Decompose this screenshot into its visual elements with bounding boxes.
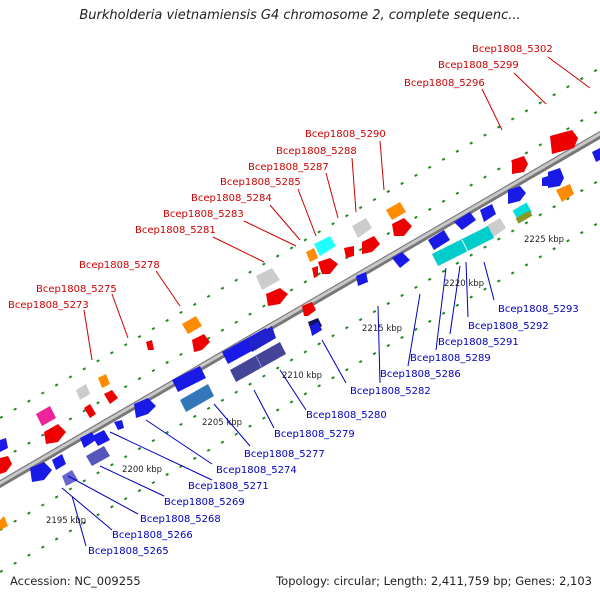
gene-label[interactable]: Bcep1808_5271 — [188, 481, 269, 492]
gene-blue[interactable] — [392, 252, 410, 268]
tick-label: 2210 kbp — [282, 371, 322, 381]
gene-label[interactable]: Bcep1808_5274 — [216, 465, 297, 476]
gene-cyan[interactable] — [432, 226, 494, 266]
gene-label[interactable]: Bcep1808_5290 — [305, 129, 386, 140]
gene-blue[interactable] — [80, 432, 96, 448]
gene-orange[interactable] — [98, 374, 110, 388]
gene-orange[interactable] — [556, 184, 574, 202]
accession-text: Accession: NC_009255 — [10, 574, 141, 588]
gene-blue[interactable] — [52, 454, 66, 470]
gene-red[interactable] — [104, 390, 118, 404]
tick-label: 2225 kbp — [524, 235, 564, 245]
tick-label: 2215 kbp — [362, 324, 402, 334]
gene-label[interactable]: Bcep1808_5269 — [164, 497, 245, 508]
gene-olive[interactable] — [515, 210, 533, 224]
gene-orange[interactable] — [0, 516, 8, 530]
gene-label[interactable]: Bcep1808_5280 — [306, 410, 387, 421]
bottom-label-leaders — [61, 261, 495, 547]
gene-label[interactable]: Bcep1808_5268 — [140, 514, 221, 525]
gene-blue[interactable] — [548, 168, 564, 188]
tick-label: 2220 kbp — [444, 279, 484, 289]
gene-blue[interactable] — [592, 148, 600, 162]
gene-blue[interactable] — [134, 398, 156, 418]
gene-slate[interactable] — [230, 342, 286, 382]
gene-label[interactable]: Bcep1808_5289 — [410, 353, 491, 364]
gene-label[interactable]: Bcep1808_5286 — [380, 369, 461, 380]
gene-red[interactable] — [312, 266, 318, 278]
gene-blue[interactable] — [428, 230, 450, 250]
gene-label[interactable]: Bcep1808_5284 — [191, 193, 272, 204]
gene-label[interactable]: Bcep1808_5291 — [438, 337, 519, 348]
tick-label: 2200 kbp — [122, 465, 162, 475]
gene-label[interactable]: Bcep1808_5288 — [276, 146, 357, 157]
scale-ticks: 2195 kbp 2200 kbp 2205 kbp 2210 kbp 2215… — [46, 235, 564, 526]
gene-label[interactable]: Bcep1808_5279 — [274, 429, 355, 440]
gene-orange[interactable] — [306, 248, 318, 262]
gene-label[interactable]: Bcep1808_5281 — [135, 225, 216, 236]
gene-label[interactable]: Bcep1808_5302 — [472, 44, 553, 55]
gene-magenta[interactable] — [36, 406, 56, 426]
tick-label: 2195 kbp — [46, 516, 86, 526]
gene-blue[interactable] — [542, 176, 548, 186]
chromosome-backbone — [0, 130, 600, 489]
gene-label[interactable]: Bcep1808_5299 — [438, 60, 519, 71]
gene-label[interactable]: Bcep1808_5293 — [498, 304, 579, 315]
gene-label[interactable]: Bcep1808_5273 — [8, 300, 89, 311]
gene-blue[interactable] — [0, 438, 8, 452]
gene-red[interactable] — [192, 334, 210, 352]
gene-features — [0, 130, 600, 530]
top-label-leaders — [83, 56, 591, 361]
gene-red[interactable] — [392, 218, 412, 236]
gene-blue[interactable] — [356, 272, 368, 286]
gene-cyan[interactable] — [314, 236, 336, 256]
gene-blue[interactable] — [248, 326, 276, 352]
gene-blue[interactable] — [508, 186, 526, 204]
gene-red[interactable] — [302, 302, 316, 316]
track-lines — [0, 67, 600, 573]
gene-label[interactable]: Bcep1808_5275 — [36, 284, 117, 295]
gene-blue[interactable] — [114, 420, 124, 430]
top-labels: Bcep1808_5302 Bcep1808_5299 Bcep1808_529… — [8, 44, 553, 311]
gene-label[interactable]: Bcep1808_5285 — [220, 177, 301, 188]
gene-red[interactable] — [512, 156, 528, 174]
gene-orange[interactable] — [386, 202, 406, 220]
gene-red[interactable] — [146, 340, 154, 350]
gene-red[interactable] — [0, 456, 12, 474]
gene-red[interactable] — [318, 258, 338, 274]
tick-label: 2205 kbp — [202, 418, 242, 428]
gene-red[interactable] — [84, 404, 96, 418]
gene-label[interactable]: Bcep1808_5278 — [79, 260, 160, 271]
gene-gray[interactable] — [256, 268, 280, 290]
gene-cyan[interactable] — [512, 202, 532, 221]
gene-red[interactable] — [266, 288, 288, 306]
gene-label[interactable]: Bcep1808_5287 — [248, 162, 329, 173]
gene-blue[interactable] — [454, 212, 476, 230]
gene-orange[interactable] — [182, 316, 202, 334]
gene-blue[interactable] — [92, 430, 110, 446]
gene-label[interactable]: Bcep1808_5277 — [244, 449, 325, 460]
gene-slate[interactable] — [62, 470, 78, 486]
gene-blue[interactable] — [310, 322, 322, 336]
gene-red[interactable] — [44, 424, 66, 444]
gene-gray[interactable] — [76, 384, 90, 400]
bottom-labels: Bcep1808_5293 Bcep1808_5292 Bcep1808_529… — [88, 304, 579, 557]
gene-gray[interactable] — [352, 218, 372, 238]
gene-steel[interactable] — [180, 384, 214, 412]
gene-slate[interactable] — [86, 446, 110, 466]
gene-red[interactable] — [344, 246, 354, 258]
gene-red[interactable] — [550, 130, 578, 154]
map-title: Burkholderia vietnamiensis G4 chromosome… — [79, 8, 521, 23]
gene-blue[interactable] — [172, 366, 206, 392]
gene-label[interactable]: Bcep1808_5283 — [163, 209, 244, 220]
topology-summary: Topology: circular; Length: 2,411,759 bp… — [276, 574, 592, 588]
gene-label[interactable]: Bcep1808_5292 — [468, 321, 549, 332]
gene-label[interactable]: Bcep1808_5296 — [404, 78, 485, 89]
gene-label[interactable]: Bcep1808_5266 — [112, 530, 193, 541]
gene-blue[interactable] — [30, 462, 52, 482]
gene-label[interactable]: Bcep1808_5282 — [350, 386, 431, 397]
gene-red[interactable] — [362, 236, 380, 254]
gene-blue[interactable] — [480, 204, 496, 222]
gene-label[interactable]: Bcep1808_5265 — [88, 546, 169, 557]
